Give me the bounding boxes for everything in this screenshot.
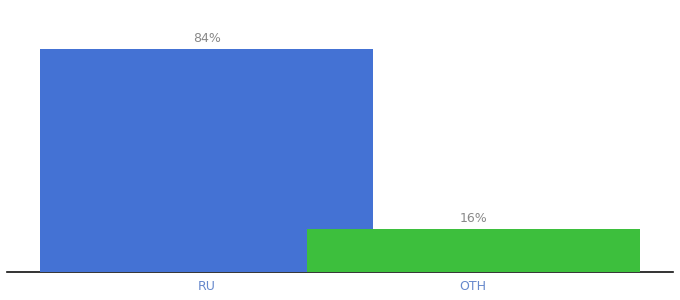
Text: 16%: 16% (460, 212, 487, 225)
Text: 84%: 84% (193, 32, 221, 45)
Bar (40, 49, 373, 272)
Bar (307, 230, 640, 272)
